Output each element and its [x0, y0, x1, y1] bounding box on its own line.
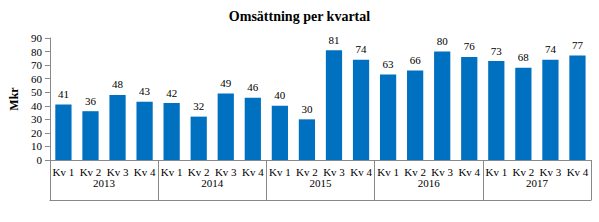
svg-text:81: 81 — [328, 34, 339, 46]
html-text:Kv 2 Kv 3: Kv 2 Kv 3 — [512, 165, 562, 178]
svg-text:Kv 4: Kv 4 — [567, 166, 589, 178]
svg-text:74: 74 — [356, 43, 368, 55]
svg-text:46: 46 — [247, 81, 259, 93]
svg-text:68: 68 — [518, 51, 530, 63]
svg-text:73: 73 — [491, 45, 503, 57]
svg-text:2015: 2015 — [309, 177, 332, 189]
svg-text:Kv 1: Kv 1 — [161, 166, 183, 178]
svg-text:Omsättning per kvartal: Omsättning per kvartal — [229, 9, 370, 24]
svg-text:43: 43 — [139, 85, 151, 97]
svg-text:Kv 1: Kv 1 — [485, 166, 507, 178]
svg-text:32: 32 — [193, 100, 204, 112]
svg-text:Kv 1: Kv 1 — [269, 166, 291, 178]
svg-text:Kv 1: Kv 1 — [53, 166, 75, 178]
svg-text:63: 63 — [383, 58, 395, 70]
svg-text:2017: 2017 — [526, 177, 549, 189]
svg-text:Kv 4: Kv 4 — [242, 166, 264, 178]
svg-text:2016: 2016 — [418, 177, 441, 189]
svg-text:74: 74 — [545, 43, 557, 55]
svg-text:77: 77 — [572, 39, 584, 51]
svg-text:80: 80 — [31, 46, 43, 58]
svg-text:Kv 3: Kv 3 — [323, 165, 345, 178]
svg-text:60: 60 — [31, 73, 43, 85]
svg-text:30: 30 — [31, 113, 43, 125]
svg-text:Kv 3: Kv 3 — [431, 165, 453, 178]
svg-text:40: 40 — [31, 100, 43, 112]
svg-text:2013: 2013 — [93, 177, 116, 189]
svg-text:0: 0 — [36, 154, 42, 166]
svg-text:41: 41 — [58, 88, 69, 100]
svg-text:48: 48 — [112, 78, 124, 90]
svg-text:66: 66 — [410, 54, 422, 66]
svg-text:90: 90 — [31, 32, 43, 44]
svg-text:50: 50 — [31, 86, 43, 98]
svg-text:42: 42 — [166, 87, 177, 99]
svg-text:80: 80 — [437, 35, 449, 47]
svg-text:Mkr: Mkr — [7, 87, 21, 111]
svg-text:Kv 1: Kv 1 — [377, 166, 399, 178]
svg-text:40: 40 — [274, 89, 286, 101]
svg-text:Kv 2: Kv 2 — [404, 165, 426, 178]
svg-text:30: 30 — [301, 103, 313, 115]
svg-text:49: 49 — [220, 77, 232, 89]
svg-text:Kv 4: Kv 4 — [350, 166, 372, 178]
svg-text:2014: 2014 — [201, 177, 224, 189]
svg-text:Kv 4: Kv 4 — [134, 166, 156, 178]
svg-text:Kv 4: Kv 4 — [458, 166, 480, 178]
svg-text:10: 10 — [31, 140, 43, 152]
svg-text:36: 36 — [85, 95, 97, 107]
svg-text:70: 70 — [31, 59, 43, 71]
html-text:Kv 2 Kv 3: Kv 2 Kv 3 — [79, 165, 129, 178]
svg-text:76: 76 — [464, 40, 476, 52]
html-text:Kv 2 Kv 3: Kv 2 Kv 3 — [187, 165, 237, 178]
svg-text:Kv 2: Kv 2 — [296, 165, 318, 178]
svg-text:20: 20 — [31, 127, 43, 139]
